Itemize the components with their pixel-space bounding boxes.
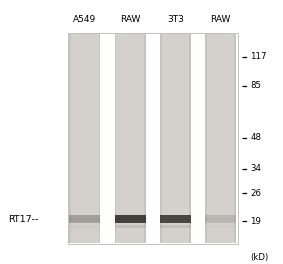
Bar bbox=[205, 218, 236, 221]
Text: RAW: RAW bbox=[120, 15, 140, 24]
Text: 19: 19 bbox=[250, 217, 261, 226]
Bar bbox=[115, 34, 146, 243]
Text: RAW: RAW bbox=[211, 15, 231, 24]
Bar bbox=[160, 225, 191, 228]
Bar bbox=[69, 225, 100, 228]
Bar bbox=[69, 34, 100, 243]
Bar bbox=[234, 34, 236, 243]
Bar bbox=[205, 215, 236, 218]
Bar bbox=[160, 215, 191, 218]
Text: RT17--: RT17-- bbox=[8, 215, 39, 224]
Bar bbox=[189, 34, 191, 243]
Bar bbox=[69, 215, 100, 223]
Bar bbox=[69, 218, 100, 221]
Bar bbox=[115, 215, 146, 223]
Bar bbox=[205, 34, 207, 243]
Bar bbox=[160, 218, 191, 221]
Bar bbox=[160, 34, 162, 243]
Bar bbox=[160, 215, 191, 223]
Bar bbox=[98, 34, 100, 243]
Text: 34: 34 bbox=[250, 164, 261, 173]
Bar bbox=[115, 34, 117, 243]
Bar bbox=[115, 218, 146, 221]
Bar bbox=[205, 34, 236, 243]
Text: 85: 85 bbox=[250, 81, 261, 90]
Bar bbox=[205, 215, 236, 223]
Text: 26: 26 bbox=[250, 188, 261, 197]
Bar bbox=[68, 33, 238, 244]
Bar bbox=[115, 225, 146, 228]
Bar bbox=[144, 34, 146, 243]
Text: (kD): (kD) bbox=[250, 253, 269, 262]
Text: 3T3: 3T3 bbox=[167, 15, 184, 24]
Bar bbox=[69, 34, 71, 243]
Text: A549: A549 bbox=[73, 15, 97, 24]
Bar bbox=[69, 215, 100, 218]
Bar bbox=[205, 225, 236, 228]
Bar bbox=[160, 34, 191, 243]
Text: 48: 48 bbox=[250, 133, 261, 142]
Bar bbox=[115, 215, 146, 218]
Text: 117: 117 bbox=[250, 52, 267, 61]
